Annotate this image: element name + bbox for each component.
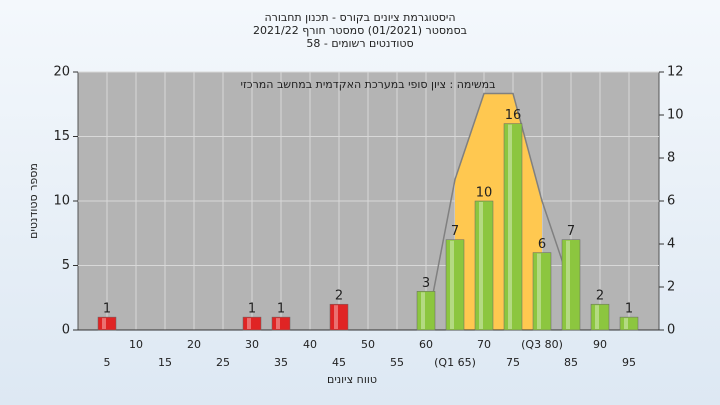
value-label: 7: [567, 224, 575, 239]
x-tick-label: 70: [477, 338, 491, 351]
bar: [590, 303, 610, 331]
value-label: 16: [505, 108, 522, 123]
bar-highlight: [508, 124, 512, 329]
x-tick-label: 85: [564, 356, 578, 369]
bar: [561, 239, 581, 331]
x-tick-label: 45: [332, 356, 346, 369]
x-tick-label: 20: [187, 338, 201, 351]
bar: [242, 316, 262, 331]
value-label: 1: [103, 302, 111, 317]
y2-tick-label: 12: [667, 65, 684, 80]
bar: [619, 316, 639, 331]
x-tick-label: 30: [245, 338, 259, 351]
x-tick-label: 5: [104, 356, 111, 369]
bar: [474, 200, 494, 331]
y-tick-label: 15: [53, 129, 70, 144]
y2-tick-label: 4: [667, 237, 675, 252]
value-label: 3: [422, 276, 430, 291]
chart-title: בסמסטר (01/2021) סמסטר חורף 2021/22: [253, 24, 467, 37]
annotation: במשימה : ציון סופי במערכת האקדמית במחשב …: [241, 78, 496, 91]
bar-highlight: [247, 318, 251, 329]
x-tick-label: 25: [216, 356, 230, 369]
value-label: 1: [277, 302, 285, 317]
chart-title: היסטוגרמת ציונים בקורס - תכנון תחבורה: [264, 11, 455, 24]
bar: [271, 316, 291, 331]
bar-highlight: [450, 240, 454, 329]
x-tick-label: 50: [361, 338, 375, 351]
value-label: 1: [248, 302, 256, 317]
x-tick-label: 55: [390, 356, 404, 369]
y-axis-label: מספר סטודנטים: [27, 163, 40, 239]
y-tick-label: 20: [53, 65, 70, 80]
value-label: 1: [625, 302, 633, 317]
x-axis-label: טווח ציונים: [327, 373, 377, 386]
y-tick-label: 0: [62, 323, 70, 338]
x-tick-label: 35: [274, 356, 288, 369]
x-tick-label: 90: [593, 338, 607, 351]
y-tick-label: 10: [53, 194, 70, 209]
bar: [532, 252, 552, 331]
bar: [329, 303, 349, 331]
bar-highlight: [102, 318, 106, 329]
x-tick-label: 60: [419, 338, 433, 351]
bar-highlight: [276, 318, 280, 329]
x-tick-label: 95: [622, 356, 636, 369]
bar-highlight: [537, 253, 541, 329]
bar: [97, 316, 117, 331]
x-tick-label: 10: [129, 338, 143, 351]
value-label: 6: [538, 237, 546, 252]
x-tick-label: 75: [506, 356, 520, 369]
y2-tick-label: 6: [667, 194, 675, 209]
value-label: 7: [451, 224, 459, 239]
chart-title: סטודנטים רשומים - 58: [306, 37, 413, 50]
x-tick-label: (Q3 80): [521, 338, 563, 351]
bar-highlight: [624, 318, 628, 329]
y2-tick-label: 8: [667, 151, 675, 166]
bar: [445, 239, 465, 331]
y2-tick-label: 2: [667, 280, 675, 295]
bar-highlight: [566, 240, 570, 329]
x-tick-label: 40: [303, 338, 317, 351]
x-tick-label: 15: [158, 356, 172, 369]
bar-highlight: [479, 202, 483, 329]
y2-tick-label: 0: [667, 323, 675, 338]
y2-tick-label: 10: [667, 108, 684, 123]
value-label: 2: [596, 289, 604, 304]
bar: [503, 123, 523, 331]
bar-highlight: [595, 305, 599, 329]
value-label: 10: [476, 186, 493, 201]
bar-highlight: [421, 292, 425, 329]
bar: [416, 291, 436, 331]
bar-highlight: [334, 305, 338, 329]
y-tick-label: 5: [62, 258, 70, 273]
quartile-line: [425, 92, 572, 331]
value-label: 2: [335, 289, 343, 304]
x-tick-label: (Q1 65): [434, 356, 476, 369]
